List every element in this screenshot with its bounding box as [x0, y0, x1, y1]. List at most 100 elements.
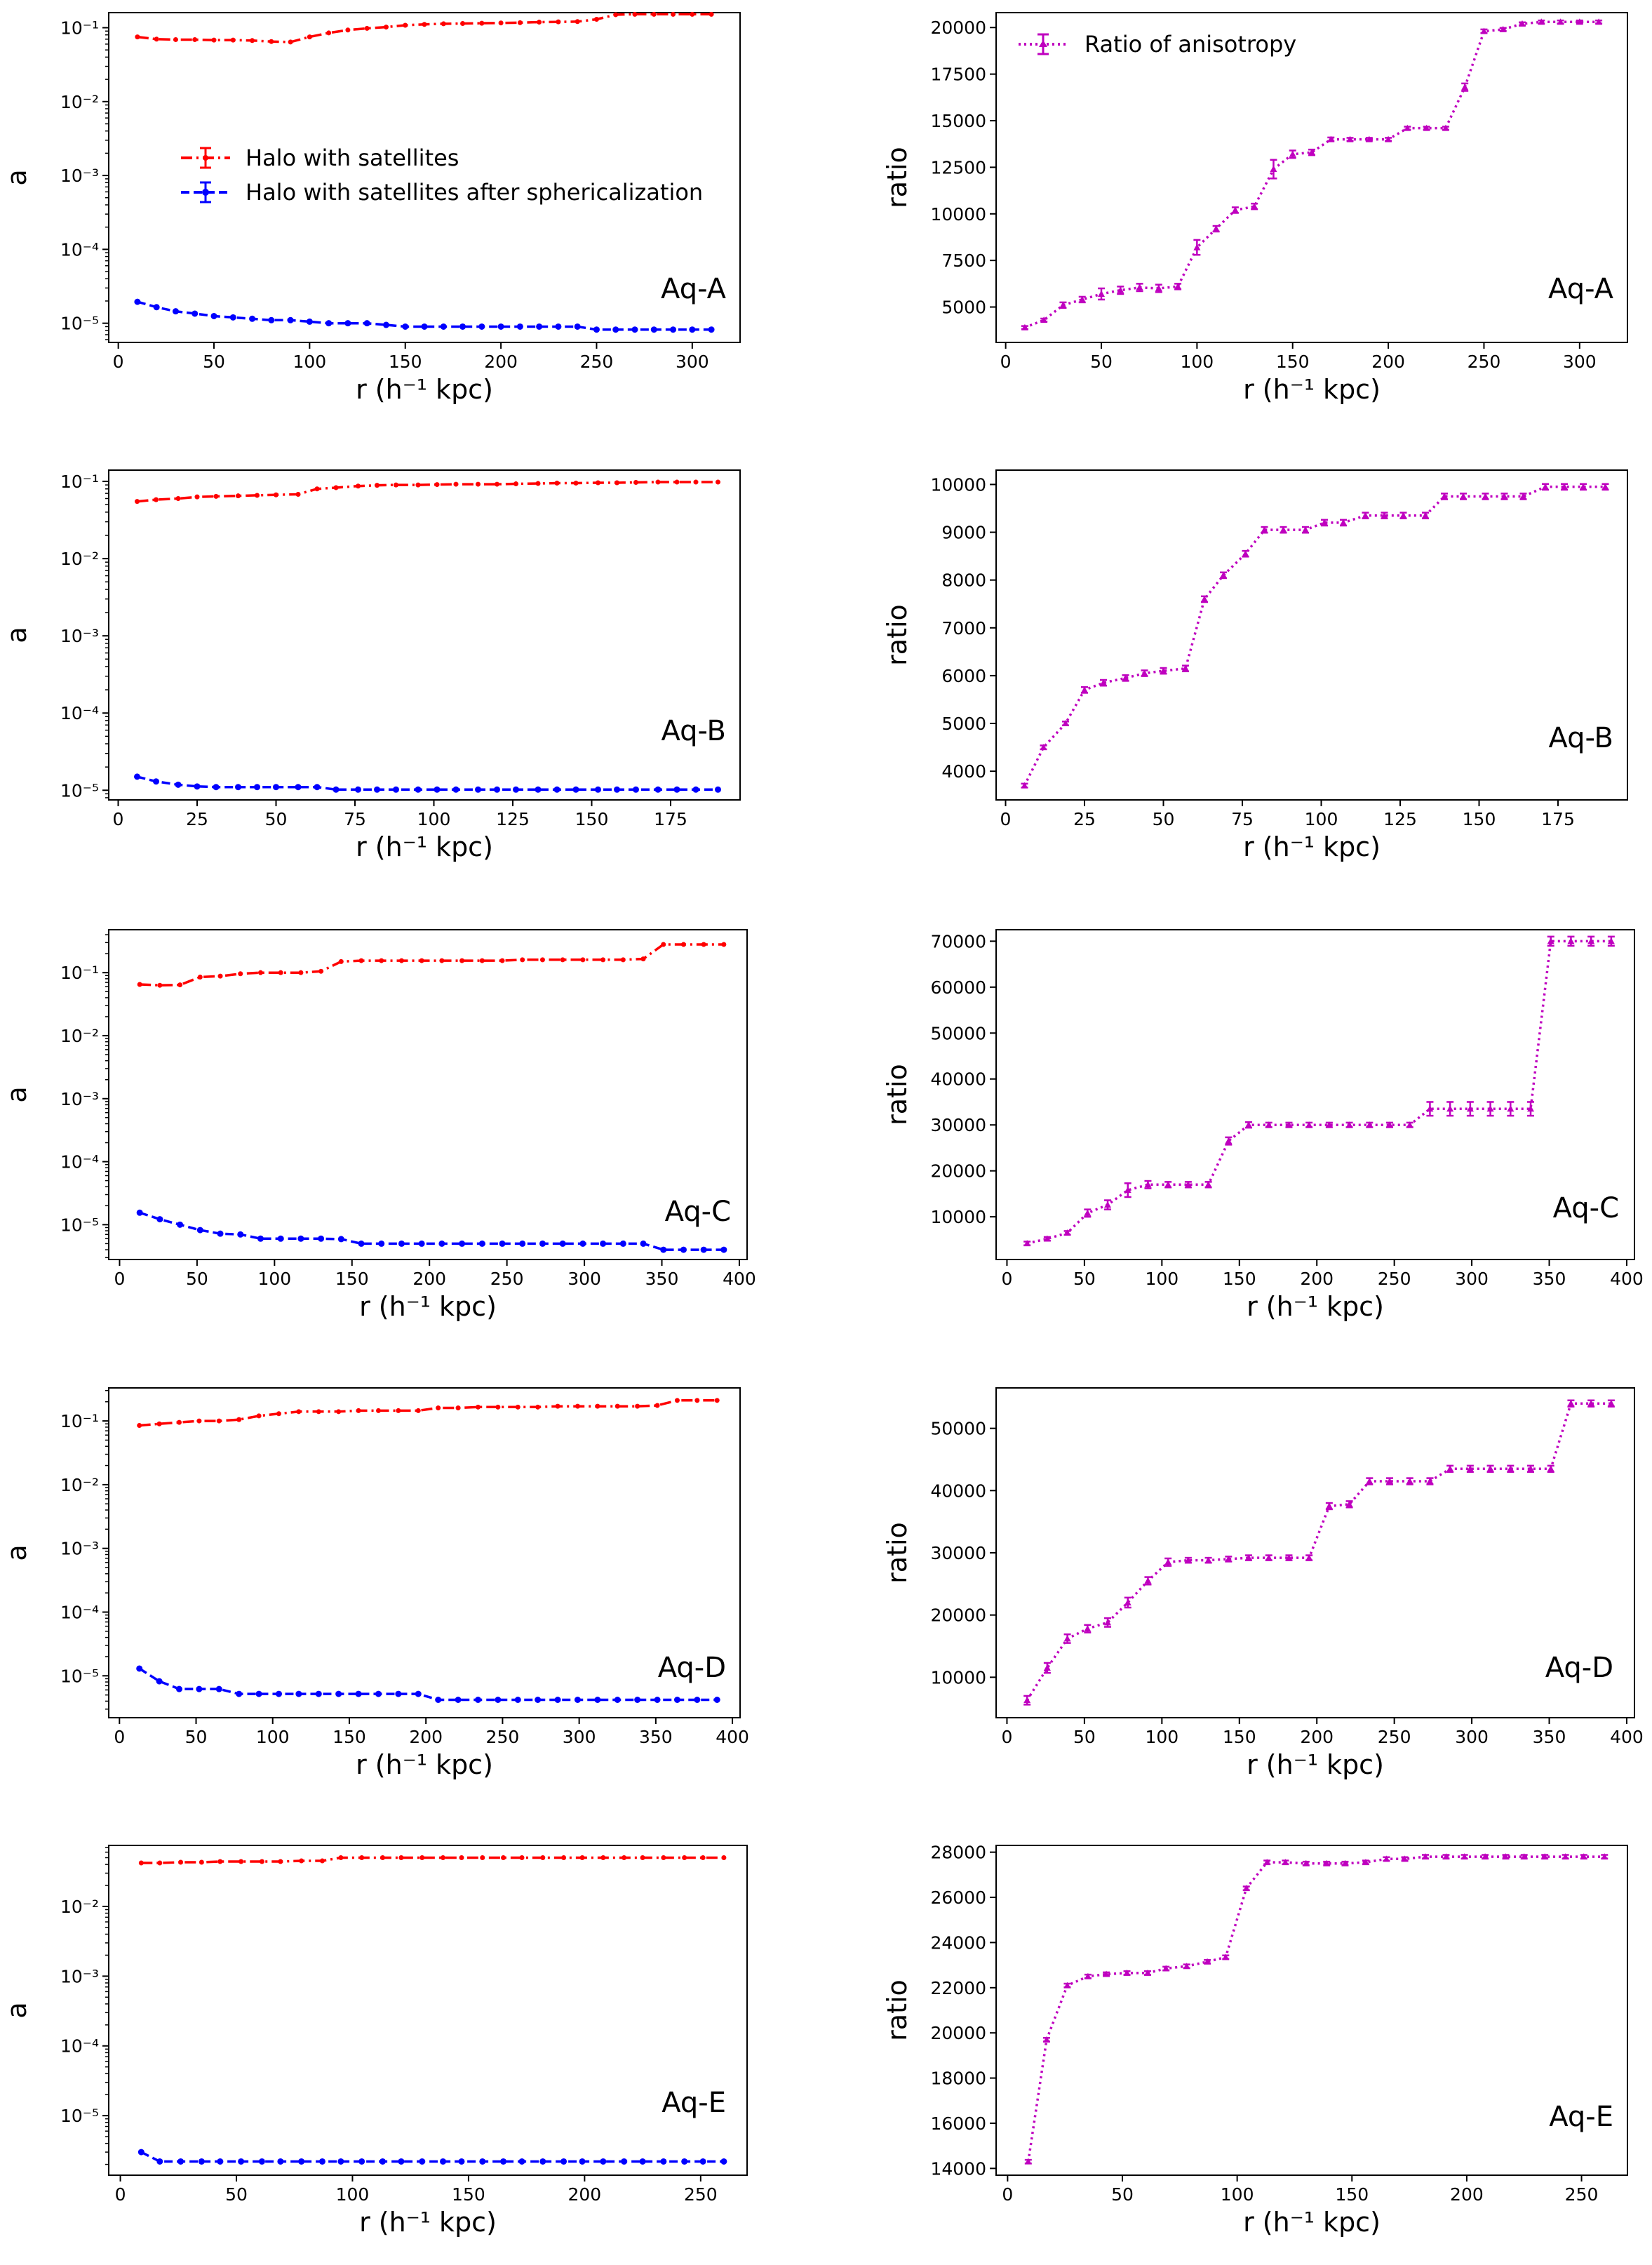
data-point — [1063, 1982, 1071, 1989]
y-axis-label: ratio — [882, 147, 913, 208]
data-point — [134, 773, 140, 780]
y-axis-label: a — [1, 2002, 32, 2018]
data-point — [692, 786, 699, 793]
data-point — [1601, 1853, 1609, 1860]
data-point — [1426, 1105, 1434, 1112]
data-point — [635, 1403, 640, 1409]
data-point — [690, 11, 695, 17]
data-point — [1486, 1465, 1494, 1472]
y-tick-label: 10⁻⁴ — [60, 239, 99, 260]
data-point — [495, 1697, 502, 1704]
data-point — [375, 483, 380, 488]
plot-frame — [108, 469, 741, 801]
data-point — [1231, 206, 1239, 213]
data-point — [560, 957, 565, 963]
data-point — [239, 1859, 244, 1864]
y-tick-label: 10⁻⁴ — [60, 703, 99, 723]
data-point — [441, 1855, 446, 1861]
data-point — [1084, 1625, 1092, 1632]
x-tick-label: 0 — [1000, 809, 1012, 829]
data-point — [1280, 526, 1287, 533]
y-tick-label: 10⁻⁵ — [60, 1666, 99, 1686]
data-point — [1124, 1598, 1131, 1605]
data-point — [539, 957, 545, 963]
plot-frame — [995, 469, 1628, 801]
data-point — [1576, 18, 1583, 25]
data-point — [574, 1697, 581, 1704]
data-point — [137, 982, 142, 987]
data-point — [398, 958, 404, 963]
data-point — [176, 1419, 182, 1425]
data-point — [498, 20, 504, 26]
data-point — [579, 1240, 586, 1247]
data-point — [1345, 1500, 1353, 1507]
y-tick-label: 10⁻¹ — [60, 963, 99, 983]
data-point — [394, 482, 398, 488]
data-point — [1285, 1121, 1293, 1128]
x-tick-label: 100 — [1221, 2184, 1254, 2205]
panel-aq-e-ratio: 0 50 100 150 200 250 14000 16000 18000 20000 22000… — [882, 1843, 1628, 2238]
data-point — [440, 323, 447, 330]
data-point — [256, 1413, 262, 1419]
y-tick-label: 10⁻³ — [60, 1966, 99, 1986]
series-ratio-line — [1027, 1855, 1605, 2162]
data-point — [295, 1690, 302, 1697]
data-point — [175, 781, 182, 788]
data-point — [1538, 18, 1545, 25]
data-point — [154, 36, 159, 42]
data-point — [1442, 1853, 1450, 1860]
data-point — [539, 1240, 546, 1247]
data-point — [596, 480, 600, 486]
x-tick-label: 100 — [256, 1727, 290, 1747]
data-point — [708, 326, 715, 333]
y-tick-label: 10⁻⁴ — [60, 1602, 99, 1622]
data-point — [1500, 493, 1508, 500]
data-point — [579, 1855, 585, 1861]
data-point — [593, 16, 599, 22]
data-point — [595, 1403, 600, 1409]
y-tick-label: 26000 — [930, 1887, 986, 1908]
data-point — [157, 1860, 163, 1866]
x-tick-label: 125 — [496, 809, 530, 829]
y-tick-label: 10000 — [930, 1207, 986, 1227]
data-point — [236, 493, 241, 499]
data-point — [682, 1855, 687, 1861]
data-point — [621, 2158, 628, 2165]
data-point — [1245, 1121, 1253, 1128]
data-point — [358, 958, 364, 963]
y-tick-label: 16000 — [930, 2113, 986, 2134]
data-point — [1404, 124, 1411, 131]
data-point — [1325, 1502, 1333, 1509]
data-point — [1601, 483, 1609, 490]
data-point — [1406, 1478, 1413, 1485]
y-tick-label: 22000 — [930, 1978, 986, 1998]
data-point — [1520, 1853, 1528, 1860]
y-axis-label: a — [1, 169, 32, 185]
data-point — [1100, 679, 1107, 686]
data-point — [217, 973, 223, 979]
x-tick-label: 150 — [575, 809, 609, 829]
data-point — [1345, 1121, 1353, 1128]
data-point — [1043, 1664, 1051, 1671]
data-point — [315, 1690, 322, 1697]
data-point — [694, 1697, 701, 1704]
data-point — [693, 479, 699, 485]
legend-label-halo: Halo with satellites — [246, 145, 459, 171]
x-tick-label: 250 — [1378, 1727, 1411, 1747]
data-point — [230, 37, 236, 43]
data-point — [460, 21, 466, 27]
data-point — [634, 1697, 641, 1704]
y-tick-label: 20000 — [930, 18, 986, 38]
data-point — [238, 971, 243, 977]
x-tick-label: 150 — [335, 1269, 369, 1289]
x-tick-label: 400 — [716, 1727, 749, 1747]
x-tick-label: 0 — [1002, 2184, 1013, 2205]
data-point — [1383, 1855, 1390, 1862]
series-spherical-line — [139, 1211, 724, 1251]
data-point — [1547, 1465, 1554, 1472]
data-point — [1607, 1400, 1615, 1407]
data-point — [494, 786, 500, 793]
x-tick-label: 0 — [1002, 1269, 1013, 1289]
data-point — [1117, 286, 1124, 293]
data-point — [640, 1855, 645, 1861]
